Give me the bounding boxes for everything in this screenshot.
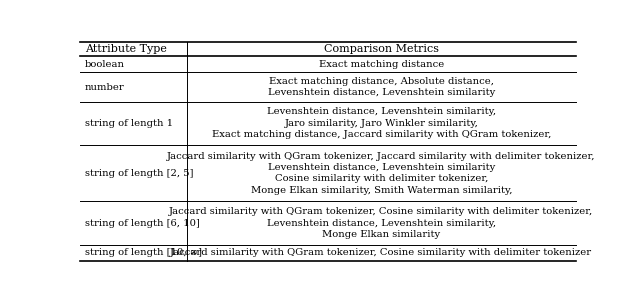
Text: string of length [10, ∞]: string of length [10, ∞] [85,248,202,257]
Text: Jaccard similarity with QGram tokenizer, Cosine similarity with delimiter tokeni: Jaccard similarity with QGram tokenizer,… [170,248,593,257]
Text: number: number [85,83,125,92]
Text: string of length 1: string of length 1 [85,119,173,128]
Text: string of length [2, 5]: string of length [2, 5] [85,169,193,178]
Text: Levenshtein distance, Levenshtein similarity,
Jaro similarity, Jaro Winkler simi: Levenshtein distance, Levenshtein simila… [212,107,551,139]
Text: Comparison Metrics: Comparison Metrics [324,44,439,54]
Text: string of length [6, 10]: string of length [6, 10] [85,218,200,228]
Text: Jaccard similarity with QGram tokenizer, Jaccard similarity with delimiter token: Jaccard similarity with QGram tokenizer,… [167,152,596,195]
Text: Exact matching distance, Absolute distance,
Levenshtein distance, Levenshtein si: Exact matching distance, Absolute distan… [268,77,495,97]
Text: Attribute Type: Attribute Type [85,44,167,54]
Text: Exact matching distance: Exact matching distance [319,59,444,69]
Text: boolean: boolean [85,59,125,69]
Text: Jaccard similarity with QGram tokenizer, Cosine similarity with delimiter tokeni: Jaccard similarity with QGram tokenizer,… [169,207,593,239]
